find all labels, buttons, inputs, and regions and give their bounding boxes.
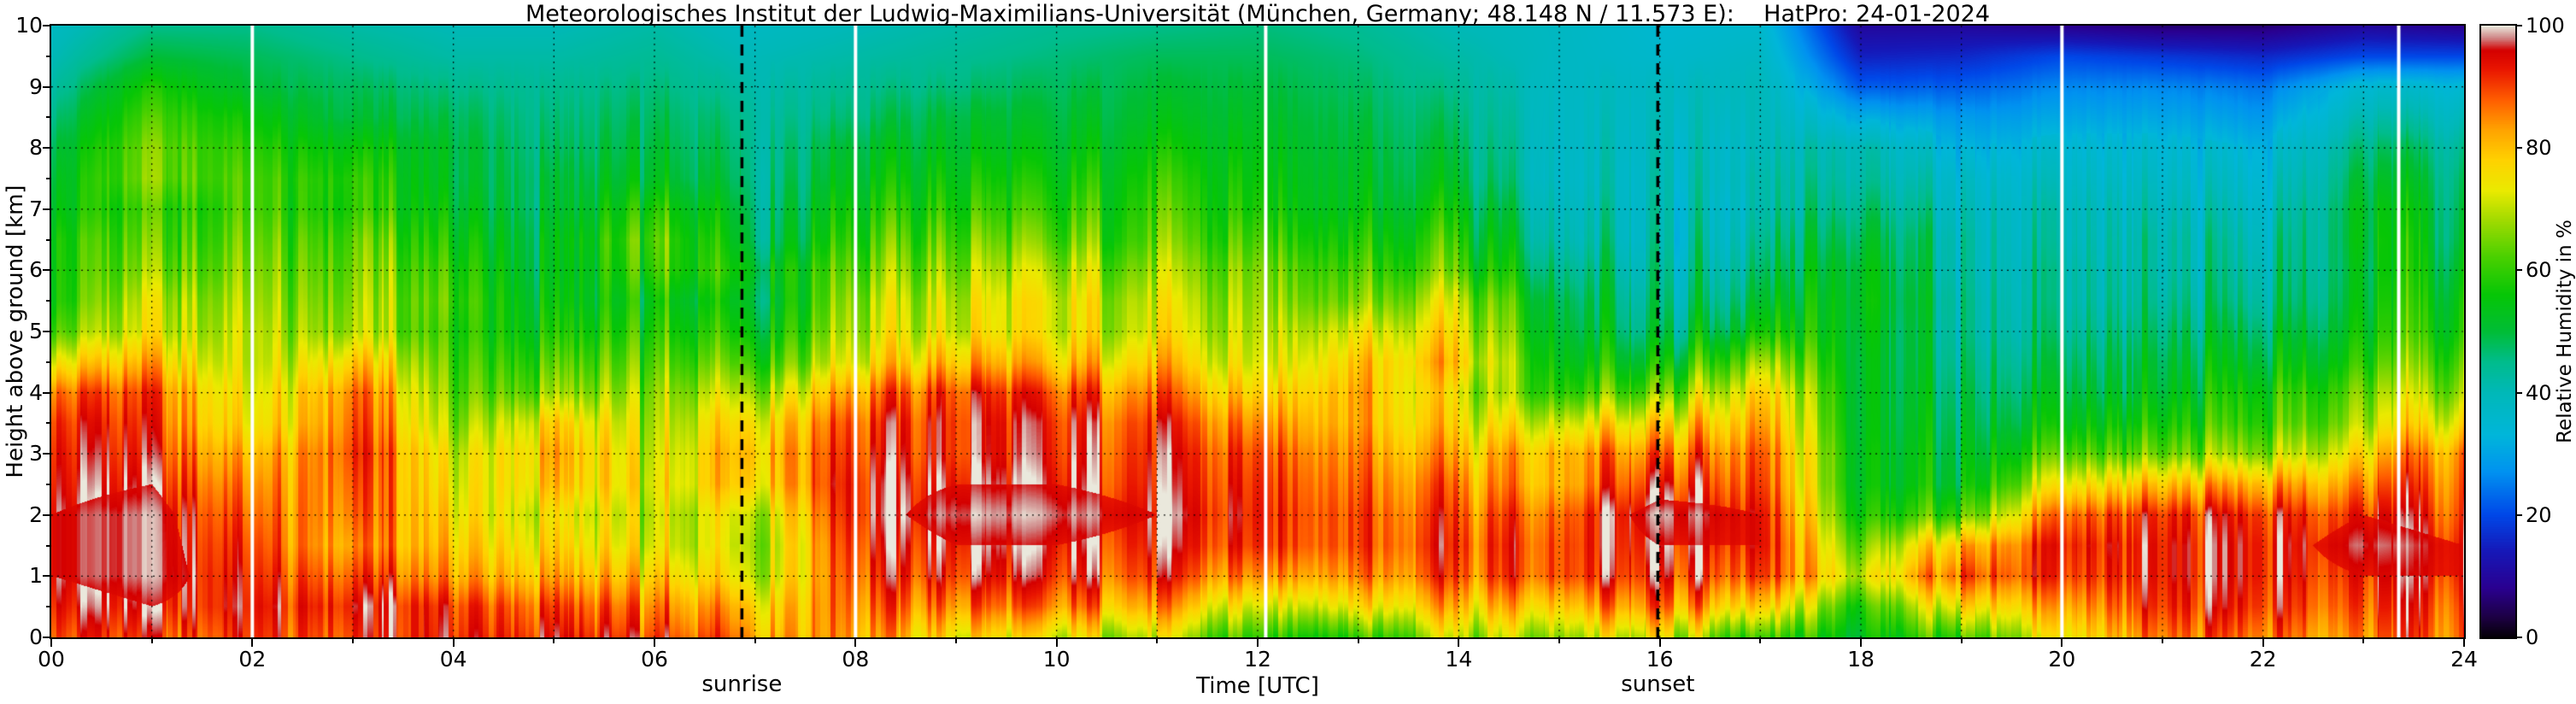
x-minor-tick-mark — [1357, 639, 1359, 643]
y-tick-mark — [43, 637, 50, 638]
y-tick-mark — [43, 391, 50, 394]
x-tick-label: 18 — [1847, 647, 1875, 672]
y-tick-label: 8 — [29, 135, 43, 161]
y-tick-mark — [43, 85, 50, 88]
x-tick-label: 10 — [1042, 647, 1071, 672]
x-tick-label: 16 — [1646, 647, 1674, 672]
x-tick-label: 02 — [238, 647, 267, 672]
x-tick-mark — [1458, 639, 1460, 647]
x-minor-tick-mark — [150, 639, 153, 643]
x-tick-label: 20 — [2048, 647, 2076, 672]
y-tick-mark — [43, 331, 50, 332]
y-tick-label: 10 — [15, 13, 43, 38]
y-minor-tick-mark — [46, 422, 50, 425]
y-tick-mark — [43, 575, 50, 578]
x-minor-tick-mark — [553, 639, 555, 643]
y-minor-tick-mark — [46, 116, 50, 119]
sunset-label: sunset — [1621, 672, 1695, 697]
colorbar-frame — [2479, 24, 2517, 639]
y-tick-label: 5 — [29, 319, 43, 343]
x-tick-mark — [2262, 639, 2264, 647]
x-minor-tick-mark — [1156, 639, 1159, 643]
y-tick-label: 6 — [29, 257, 43, 283]
colorbar-tick-mark — [2515, 637, 2522, 638]
x-tick-mark — [1257, 639, 1259, 647]
colorbar-tick-label: 60 — [2526, 258, 2552, 283]
colorbar-tick-mark — [2515, 269, 2522, 272]
y-minor-tick-mark — [46, 178, 50, 179]
y-tick-label: 0 — [29, 625, 43, 649]
x-minor-tick-mark — [754, 639, 756, 643]
x-tick-label: 08 — [842, 647, 870, 672]
colorbar-tick-label: 100 — [2526, 14, 2565, 38]
y-tick-mark — [43, 453, 50, 455]
x-minor-tick-mark — [352, 639, 354, 643]
x-minor-tick-mark — [2162, 639, 2163, 643]
y-tick-mark — [43, 513, 50, 516]
y-minor-tick-mark — [46, 544, 50, 547]
x-tick-label: 04 — [439, 647, 467, 672]
x-tick-label: 22 — [2249, 647, 2277, 672]
x-tick-mark — [452, 639, 455, 647]
y-tick-label: 7 — [29, 196, 43, 221]
x-tick-label: 14 — [1445, 647, 1473, 672]
colorbar-label: Relative Humidity in % — [2554, 220, 2576, 443]
y-tick-label: 3 — [29, 441, 43, 466]
colorbar-tick-label: 0 — [2526, 625, 2539, 649]
x-tick-mark — [251, 639, 254, 647]
x-minor-tick-mark — [1759, 639, 1762, 643]
y-minor-tick-mark — [46, 606, 50, 608]
colorbar-tick-mark — [2515, 147, 2522, 150]
x-tick-mark — [1055, 639, 1058, 647]
x-tick-mark — [2061, 639, 2063, 647]
x-tick-mark — [1658, 639, 1661, 647]
y-tick-mark — [43, 25, 50, 26]
x-tick-mark — [2463, 639, 2465, 647]
y-tick-label: 1 — [29, 563, 43, 589]
y-tick-mark — [43, 208, 50, 210]
y-tick-label: 2 — [29, 502, 43, 527]
x-axis-label: Time [UTC] — [1196, 673, 1319, 699]
colorbar-tick-label: 20 — [2526, 502, 2552, 527]
x-tick-mark — [1860, 639, 1862, 647]
colorbar-tick-label: 80 — [2526, 136, 2552, 161]
y-minor-tick-mark — [46, 238, 50, 241]
colorbar-tick-mark — [2515, 25, 2522, 26]
x-minor-tick-mark — [2362, 639, 2365, 643]
x-tick-label: 06 — [641, 647, 668, 672]
colorbar-tick-label: 40 — [2526, 380, 2552, 405]
colorbar-tick-mark — [2515, 513, 2522, 516]
figure-title: Meteorologisches Institut der Ludwig-Max… — [525, 1, 1991, 27]
x-tick-mark — [50, 639, 52, 647]
relative-humidity-heatmap-canvas — [51, 26, 2464, 637]
y-tick-mark — [43, 269, 50, 272]
colorbar-tick-mark — [2515, 391, 2522, 394]
y-minor-tick-mark — [46, 300, 50, 302]
y-tick-label: 4 — [29, 379, 43, 405]
y-tick-mark — [43, 147, 50, 150]
y-minor-tick-mark — [46, 484, 50, 485]
sunrise-label: sunrise — [701, 672, 783, 697]
plot-area-frame — [50, 24, 2466, 639]
x-tick-mark — [654, 639, 655, 647]
x-tick-label: 24 — [2450, 647, 2478, 672]
x-tick-mark — [854, 639, 857, 647]
x-tick-label: 00 — [38, 647, 65, 672]
x-minor-tick-mark — [1960, 639, 1963, 643]
y-tick-label: 9 — [29, 73, 43, 99]
x-minor-tick-mark — [1558, 639, 1560, 643]
y-minor-tick-mark — [46, 361, 50, 363]
x-tick-label: 12 — [1244, 647, 1271, 672]
x-minor-tick-mark — [955, 639, 957, 643]
colorbar-gradient-canvas — [2481, 26, 2515, 637]
y-minor-tick-mark — [46, 55, 50, 57]
